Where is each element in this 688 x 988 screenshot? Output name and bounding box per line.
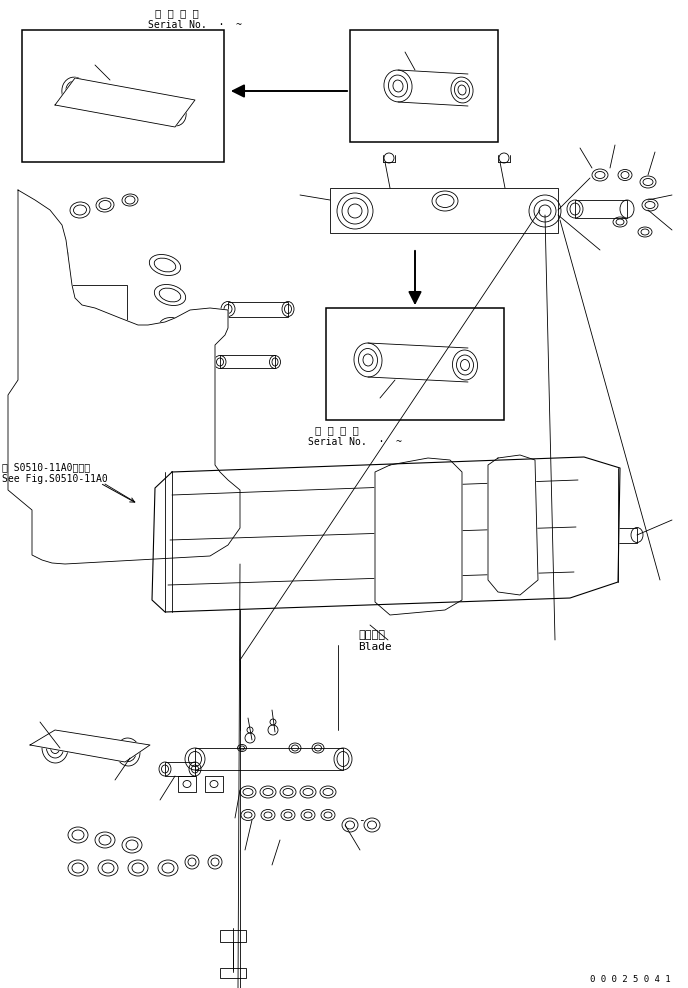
- Polygon shape: [375, 458, 462, 615]
- Polygon shape: [30, 730, 150, 762]
- Bar: [575, 200, 627, 218]
- Bar: [350, 30, 498, 142]
- Bar: [72, 350, 120, 388]
- Bar: [205, 776, 223, 792]
- Text: 0 0 0 2 5 0 4 1: 0 0 0 2 5 0 4 1: [590, 975, 671, 984]
- Bar: [220, 355, 275, 368]
- Text: Serial No.  ·  ~: Serial No. · ~: [148, 20, 242, 30]
- Bar: [326, 308, 504, 420]
- Polygon shape: [152, 457, 620, 612]
- Bar: [25, 475, 47, 493]
- Bar: [195, 748, 343, 770]
- Bar: [220, 930, 246, 942]
- Polygon shape: [8, 190, 240, 564]
- Polygon shape: [488, 455, 538, 595]
- Text: 適 用 号 機: 適 用 号 機: [315, 425, 358, 435]
- Text: See Fig.S0510-11A0: See Fig.S0510-11A0: [2, 474, 108, 484]
- Text: Blade: Blade: [358, 642, 391, 652]
- Text: 第 S0510-11A0図参照: 第 S0510-11A0図参照: [2, 462, 90, 472]
- Bar: [330, 188, 558, 233]
- Text: ブレード: ブレード: [358, 630, 385, 640]
- Bar: [72, 285, 127, 327]
- Bar: [220, 968, 246, 978]
- Bar: [575, 528, 637, 543]
- Text: -: -: [358, 815, 365, 825]
- Bar: [178, 776, 196, 792]
- Polygon shape: [55, 78, 195, 127]
- Text: 適 用 号 機: 適 用 号 機: [155, 8, 199, 18]
- Bar: [165, 762, 195, 776]
- Text: Serial No.  ·  ~: Serial No. · ~: [308, 437, 402, 447]
- Bar: [228, 302, 288, 317]
- Bar: [22, 30, 224, 162]
